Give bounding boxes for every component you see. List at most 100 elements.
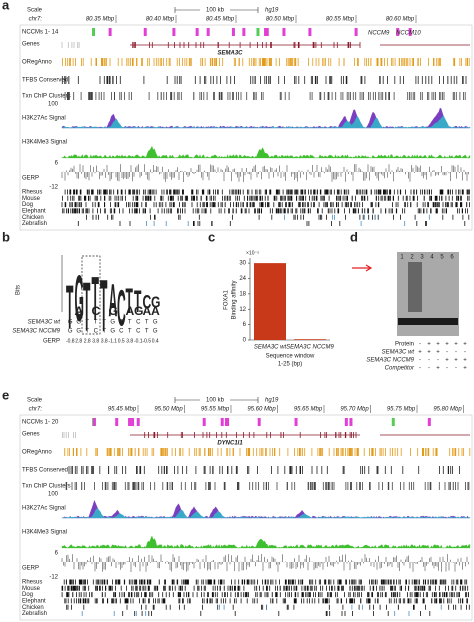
condition-mark: +: [418, 350, 422, 356]
conservation-mark: [81, 611, 410, 616]
nccm-mark: [308, 28, 312, 36]
tfbs-mark: [68, 466, 460, 474]
gerp-score: 3.8: [101, 338, 108, 344]
scale-label: Scale: [27, 8, 43, 14]
nccm-mark: [408, 28, 412, 36]
condition-mark: +: [454, 342, 458, 348]
condition-mark: -: [419, 358, 421, 364]
position-label: 95.75 Mbp: [387, 407, 416, 413]
base: T: [145, 320, 149, 326]
oreganno-mark: [62, 58, 470, 66]
base: T: [128, 320, 132, 326]
panel-border: [19, 24, 473, 231]
chrom: chr7:: [29, 407, 43, 413]
x-tick-label: SEMA3C NCCM9: [286, 345, 334, 351]
oreganno-mark: [64, 448, 471, 456]
exon: [144, 432, 357, 438]
nccm-mark: [195, 28, 199, 36]
track-name: TFBS Conserved: [22, 78, 68, 84]
track-name: H3K4Me3 Signal: [22, 140, 67, 146]
logo-letter: G: [151, 293, 160, 311]
track-name: ORegAnno: [22, 60, 52, 66]
track-max: 100: [48, 102, 59, 108]
tfbs-mark: [61, 76, 467, 84]
track-name: ORegAnno: [22, 450, 52, 456]
logo-letter: C: [117, 280, 126, 336]
lane-number: 1: [400, 255, 404, 261]
species-name: Elephant: [22, 208, 46, 214]
exon: [62, 432, 76, 438]
txn-mark: [64, 92, 466, 100]
base: C: [136, 320, 141, 326]
position-label: 95.80 Mbp: [433, 407, 462, 413]
scale-bar: [174, 7, 259, 13]
base: T: [102, 329, 106, 335]
logo-letter: A: [143, 304, 152, 318]
base: G: [153, 320, 158, 326]
nccm-mark: [131, 418, 135, 426]
nccm-mark: [172, 28, 176, 36]
assembly: hg19: [265, 8, 279, 14]
species-name: Elephant: [22, 598, 46, 604]
nccm-mark: [257, 418, 261, 426]
gene-name: SEMA3C: [217, 51, 243, 57]
base: G: [68, 320, 73, 326]
nccm-mark: [427, 418, 431, 426]
gerp-score: 0.4: [152, 338, 159, 344]
position-label: 80.55 Mbp: [326, 17, 355, 23]
species-name: Rhesus: [22, 580, 42, 586]
condition-mark: +: [463, 366, 467, 372]
h3k27ac-signal: [61, 107, 471, 129]
gerp-label: GERP: [43, 339, 60, 345]
base: C: [136, 329, 141, 335]
condition-mark: -: [446, 350, 448, 356]
condition-mark: +: [436, 350, 440, 356]
y-tick-label: 12: [239, 307, 246, 313]
y-axis-label: Binding affinity: [232, 281, 238, 320]
scale-label: Scale: [27, 398, 43, 404]
condition-mark: +: [445, 342, 449, 348]
logo-letter: A: [126, 304, 135, 318]
conservation-mark: [62, 195, 470, 201]
gerp-min: -12: [49, 185, 58, 191]
condition-name: Protein: [395, 342, 414, 348]
logo-letter: G: [134, 304, 143, 318]
lane-number: 4: [430, 255, 434, 261]
base: T: [85, 320, 89, 326]
smear: [408, 262, 422, 312]
gerp-score: -1.1: [108, 338, 117, 344]
lane-number: 3: [420, 255, 424, 261]
h3k27ac-signal: [61, 508, 471, 519]
panel-label: b: [2, 229, 10, 244]
base: C: [119, 320, 124, 326]
gerp-max: 6: [55, 551, 59, 557]
chrom: chr7:: [29, 17, 43, 23]
panel-label: c: [208, 229, 215, 244]
nccm-mark: [115, 418, 119, 426]
txn-mark: [65, 482, 470, 490]
condition-name: Competitor: [385, 366, 415, 372]
track-name: H3K27Ac Signal: [22, 506, 66, 512]
condition-mark: -: [455, 350, 457, 356]
conservation-mark: [219, 604, 442, 610]
sequence-name: SEMA3C wt: [28, 320, 61, 326]
condition-mark: -: [437, 358, 439, 364]
nccm-mark: [265, 28, 269, 36]
conservation-mark: [64, 598, 468, 604]
y-axis-label: FOXA1: [224, 290, 230, 310]
nccm-mark: [202, 418, 206, 426]
band: [398, 318, 458, 325]
nccm-mark: [92, 418, 96, 426]
base: T: [128, 329, 132, 335]
track-name: H3K4Me3 Signal: [22, 530, 67, 536]
panel-border: [19, 414, 473, 621]
exon: [132, 42, 361, 48]
gerp-bars: [61, 164, 469, 182]
exon: [61, 42, 80, 48]
position-label: 95.45 Mbp: [108, 407, 137, 413]
annotation: NCCM9: [368, 31, 390, 37]
condition-mark: +: [427, 350, 431, 356]
lane-number: 2: [410, 255, 414, 261]
conservation-mark: [62, 208, 468, 214]
scale-bar-label: 100 kb: [206, 398, 225, 404]
